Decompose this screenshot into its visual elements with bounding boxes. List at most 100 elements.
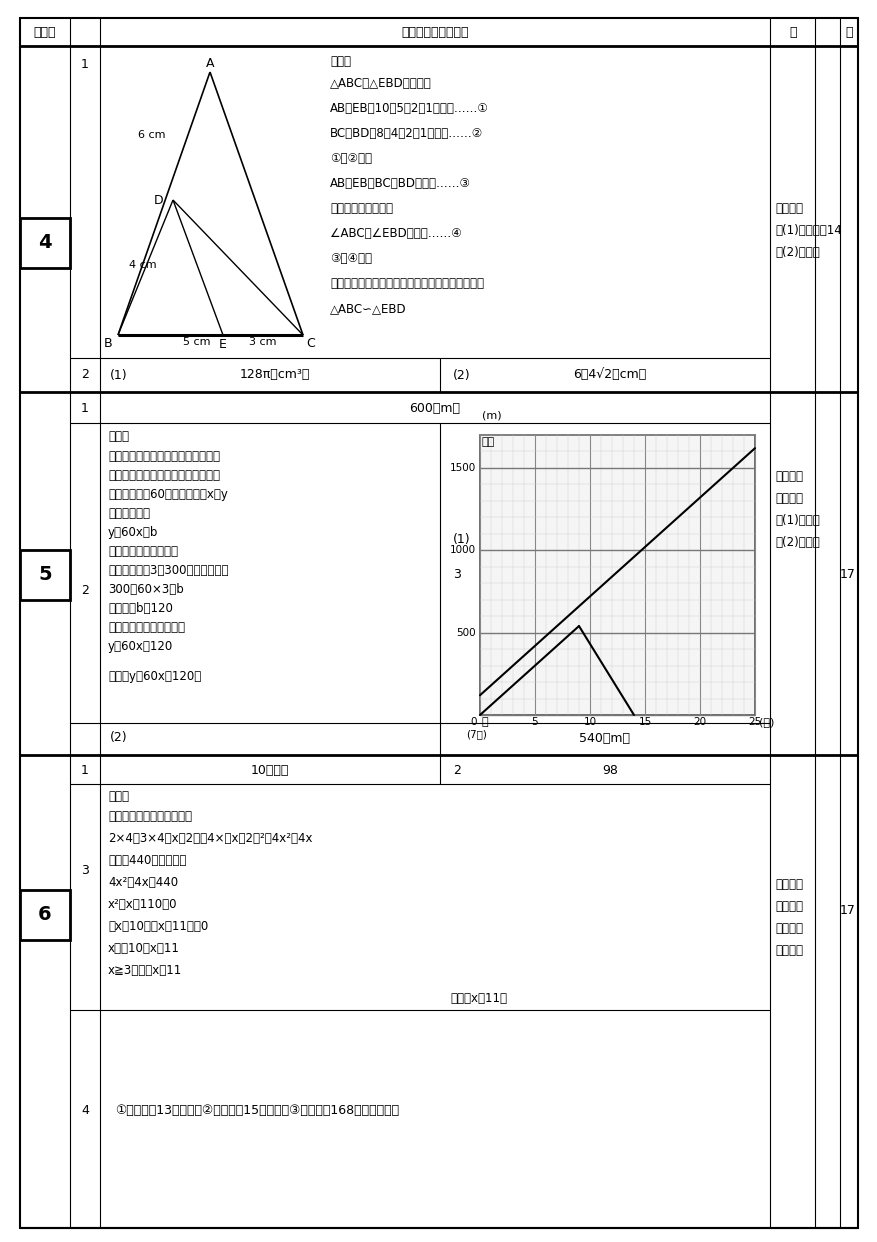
Text: (7時): (7時): [466, 729, 487, 739]
Text: 15: 15: [638, 717, 651, 727]
Text: E: E: [219, 338, 226, 351]
Text: （x＋10）（x－11）＝0: （x＋10）（x－11）＝0: [108, 920, 208, 933]
Text: 1: 1: [81, 58, 89, 71]
Text: 128π（cm³）: 128π（cm³）: [239, 369, 310, 381]
Text: 3 cm: 3 cm: [249, 337, 276, 347]
Text: x²－x－110＝0: x²－x－110＝0: [108, 898, 177, 910]
Text: （例）: （例）: [330, 55, 351, 68]
Text: 600（m）: 600（m）: [409, 401, 460, 415]
Text: 答え（x＝11）: 答え（x＝11）: [450, 992, 506, 1005]
Text: △ABCと△EBDにおいて: △ABCと△EBDにおいて: [330, 77, 431, 89]
Text: 問　題: 問 題: [33, 26, 56, 39]
Text: 98: 98: [602, 764, 617, 776]
Bar: [20, 219, 70, 268]
Text: ラフの傾きは60であるから，xとy: ラフの傾きは60であるから，xとy: [108, 488, 228, 501]
Text: ２は３点: ２は３点: [774, 900, 802, 913]
Text: ３(1)は４点: ３(1)は４点: [774, 514, 819, 527]
Text: ２(1)は３点　14: ２(1)は３点 14: [774, 224, 841, 237]
Text: 答え（y＝60x＋120）: 答え（y＝60x＋120）: [108, 669, 201, 683]
Text: AB：EB＝BC：BD　　　……③: AB：EB＝BC：BD ……③: [330, 178, 470, 190]
Text: 4: 4: [38, 233, 52, 252]
Text: C: C: [306, 337, 315, 350]
Text: 2: 2: [81, 584, 89, 596]
Text: ①、②より: ①、②より: [330, 152, 372, 165]
Text: B: B: [103, 337, 112, 350]
Text: △ABC∽△EBD: △ABC∽△EBD: [330, 302, 406, 315]
Text: x＝－10，x＝11: x＝－10，x＝11: [108, 941, 180, 955]
Text: ４は６点: ４は６点: [774, 944, 802, 958]
Text: 1000: 1000: [449, 545, 475, 555]
Text: 300＝60×3＋b: 300＝60×3＋b: [108, 582, 183, 596]
Text: 10: 10: [583, 717, 595, 727]
Text: ２は６点: ２は６点: [774, 492, 802, 505]
Text: グラフは点（3，300）を通るから: グラフは点（3，300）を通るから: [108, 564, 228, 578]
Text: y＝60x＋b: y＝60x＋b: [108, 527, 158, 539]
Text: AB：EB＝10：5＝2：1　　　……①: AB：EB＝10：5＝2：1 ……①: [330, 102, 488, 116]
Text: 2: 2: [453, 764, 460, 776]
Text: BC：BD＝8：4＝2：1　　　……②: BC：BD＝8：4＝2：1 ……②: [330, 127, 482, 140]
Text: ３は６点: ３は６点: [774, 922, 802, 935]
Text: (2): (2): [453, 369, 470, 381]
Text: と表すことができる。: と表すことができる。: [108, 545, 178, 558]
Text: これが440になるから: これが440になるから: [108, 854, 186, 867]
Text: １は７点: １は７点: [774, 202, 802, 215]
Text: ２(2)は４点: ２(2)は４点: [774, 246, 819, 260]
Text: (m): (m): [481, 411, 501, 421]
Text: ∠ABC＝∠EBD　　　……④: ∠ABC＝∠EBD ……④: [330, 227, 461, 240]
Text: １は２点: １は２点: [774, 878, 802, 891]
Text: 20: 20: [693, 717, 706, 727]
Text: 10（枚）: 10（枚）: [251, 764, 289, 776]
Text: (1): (1): [110, 369, 127, 381]
Text: ①　（　　13　　）　②　（　　15　　）　③　（　　168　　）（枚）: ① （ 13 ） ② （ 15 ） ③ （ 168 ）（枚）: [115, 1103, 399, 1117]
Text: 3: 3: [453, 569, 460, 581]
Text: 5: 5: [531, 717, 538, 727]
Text: 17: 17: [839, 569, 855, 581]
Text: 25: 25: [747, 717, 760, 727]
Text: 4 cm: 4 cm: [129, 260, 157, 270]
Text: 1500: 1500: [449, 463, 475, 473]
Text: の関係の式は: の関係の式は: [108, 507, 150, 520]
Text: A: A: [205, 57, 214, 70]
Text: (1): (1): [453, 534, 470, 546]
Text: 正　　　　　　　答: 正 答: [401, 26, 468, 39]
Text: 5 cm: 5 cm: [182, 337, 210, 347]
Text: したがって，求める式は: したがって，求める式は: [108, 621, 185, 633]
Text: 6 cm: 6 cm: [138, 130, 166, 140]
Text: 5: 5: [38, 565, 52, 585]
Bar: [20, 891, 70, 940]
Text: D: D: [154, 194, 164, 206]
Text: 円盤に書かれた数の合計は: 円盤に書かれた数の合計は: [108, 810, 192, 823]
Text: (分): (分): [758, 717, 774, 727]
Text: x≧3より，x＝11: x≧3より，x＝11: [108, 964, 182, 977]
Text: 配: 配: [788, 26, 795, 39]
Bar: [20, 550, 70, 600]
Text: （例）: （例）: [108, 790, 129, 804]
Text: （例）: （例）: [108, 430, 129, 443]
Text: 家: 家: [481, 717, 488, 727]
Text: 点: 点: [845, 26, 852, 39]
Text: 4: 4: [81, 1103, 89, 1117]
Text: 500: 500: [456, 627, 475, 637]
Text: (2): (2): [110, 732, 127, 744]
Text: 6＋4√2（cm）: 6＋4√2（cm）: [573, 369, 645, 381]
Text: 540（m）: 540（m）: [579, 732, 630, 744]
Text: 1: 1: [81, 401, 89, 415]
Text: ③、④より: ③、④より: [330, 252, 372, 265]
Text: 1: 1: [81, 764, 89, 776]
Text: 共通な角であるから: 共通な角であるから: [330, 202, 393, 215]
Text: ２組の辺の比とその間の角がそれぞれ等しいから: ２組の辺の比とその間の角がそれぞれ等しいから: [330, 277, 483, 289]
Text: 2×4＋3×4（x－2）＋4×（x－2）²＝4x²－4x: 2×4＋3×4（x－2）＋4×（x－2）²＝4x²－4x: [108, 832, 312, 845]
Text: よって　b＝120: よって b＝120: [108, 602, 173, 615]
Text: 4x²－4x＝440: 4x²－4x＝440: [108, 876, 178, 889]
Text: 0: 0: [470, 717, 476, 727]
Text: あすかさんが友人と合流したときか: あすかさんが友人と合流したときか: [108, 450, 220, 463]
Text: y＝60x＋120: y＝60x＋120: [108, 640, 173, 653]
Text: 2: 2: [81, 369, 89, 381]
Text: １は２点: １は２点: [774, 469, 802, 483]
Text: 3: 3: [81, 863, 89, 877]
Text: 学校: 学校: [481, 437, 495, 447]
Text: ３(2)は５点: ３(2)は５点: [774, 537, 819, 549]
Text: ら忘れ物に気がついたときまでのグ: ら忘れ物に気がついたときまでのグ: [108, 469, 220, 482]
Text: 6: 6: [38, 905, 52, 924]
Text: 17: 17: [839, 903, 855, 917]
